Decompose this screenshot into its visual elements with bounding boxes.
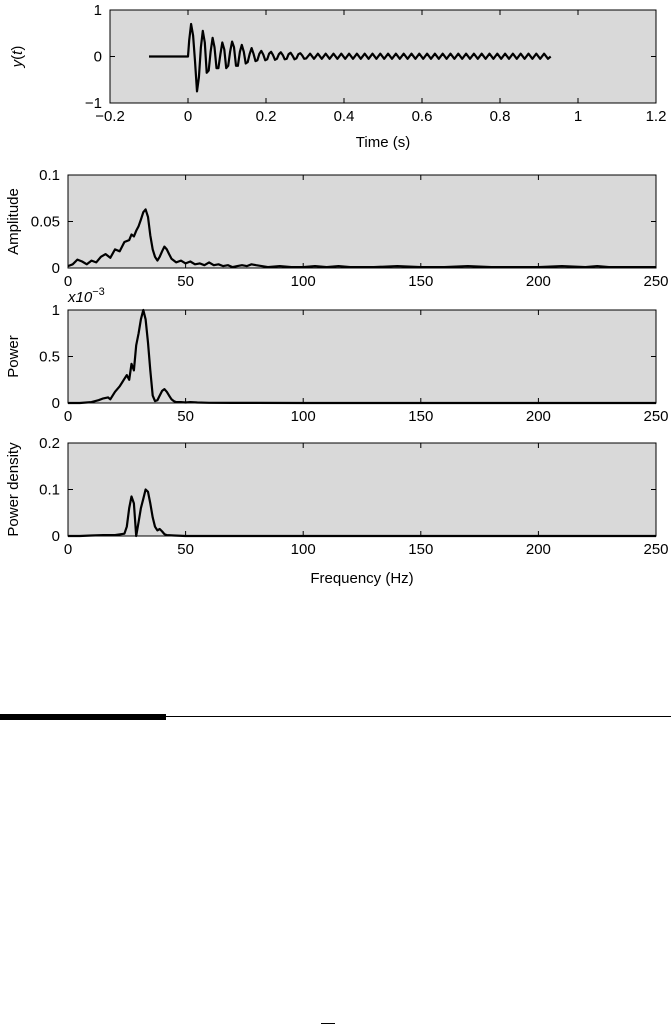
chart-1: −0.2 0 0.2 0.4 0.6 0.8 1 1.2 −1 0 1 Time (s) y(t) bbox=[9, 2, 666, 151]
x-tick-label: 200 bbox=[526, 273, 551, 290]
y-scale-factor: x10−3 bbox=[67, 286, 105, 306]
x-tick-label: 250 bbox=[643, 541, 668, 558]
plot-area bbox=[67, 442, 657, 537]
y-axis-label: Power bbox=[5, 335, 22, 378]
x-tick-label: 0 bbox=[184, 108, 192, 125]
x-tick-label: 100 bbox=[291, 273, 316, 290]
x-tick-label: 0 bbox=[64, 541, 72, 558]
y-tick-label: 0.5 bbox=[39, 349, 60, 366]
x-tick-label: 150 bbox=[408, 408, 433, 425]
y-tick-label: −1 bbox=[85, 95, 102, 112]
x-tick-label: 250 bbox=[643, 273, 668, 290]
chart-2: 0 50 100 150 200 250 0 0.05 0.1 Amplitude bbox=[5, 167, 669, 290]
x-axis-label: Time (s) bbox=[356, 134, 410, 151]
x-tick-label: 0.4 bbox=[334, 108, 355, 125]
x-axis-label: Frequency (Hz) bbox=[310, 570, 413, 587]
x-tick-label: 100 bbox=[291, 408, 316, 425]
y-tick-label: 1 bbox=[52, 302, 60, 319]
page-rule-thin bbox=[166, 716, 671, 717]
y-axis-label-part: y bbox=[9, 58, 26, 68]
y-scale-base: x10 bbox=[67, 289, 93, 306]
y-tick-label: 0.1 bbox=[39, 167, 60, 184]
y-tick-label: 0 bbox=[94, 49, 102, 66]
x-tick-label: 0 bbox=[64, 408, 72, 425]
x-tick-label: 200 bbox=[526, 408, 551, 425]
x-tick-label: 0.2 bbox=[256, 108, 277, 125]
chart-3: 0 50 100 150 200 250 0 0.5 1 Power x10−3 bbox=[5, 286, 669, 425]
x-tick-label: 100 bbox=[291, 541, 316, 558]
page-rule-thick bbox=[0, 714, 166, 720]
y-tick-label: 0 bbox=[52, 260, 60, 277]
x-tick-label: 200 bbox=[526, 541, 551, 558]
x-tick-label: 50 bbox=[177, 408, 194, 425]
series-line bbox=[67, 208, 656, 269]
x-tick-label: −0.2 bbox=[95, 108, 125, 125]
y-axis-label-part: ( bbox=[9, 55, 26, 60]
y-scale-exponent: −3 bbox=[92, 286, 105, 298]
series-line bbox=[68, 308, 656, 405]
x-tick-label: 50 bbox=[177, 273, 194, 290]
y-tick-label: 0.05 bbox=[31, 214, 60, 231]
footer-mark bbox=[321, 1023, 335, 1024]
y-tick-label: 0.2 bbox=[39, 435, 60, 452]
y-axis-label: Amplitude bbox=[5, 188, 22, 255]
x-tick-label: 0.6 bbox=[412, 108, 433, 125]
y-tick-label: 0 bbox=[52, 395, 60, 412]
x-tick-label: 150 bbox=[408, 541, 433, 558]
x-tick-label: 250 bbox=[643, 408, 668, 425]
y-axis-label-part: ) bbox=[9, 46, 26, 51]
y-tick-label: 0.1 bbox=[39, 482, 60, 499]
y-axis-label: y(t) bbox=[9, 46, 26, 69]
plot-area bbox=[67, 309, 657, 404]
chart-4: 0 50 100 150 200 250 0 0.1 0.2 Frequency (Hz) Powe… bbox=[5, 435, 669, 587]
plot-area bbox=[67, 174, 657, 269]
y-tick-label: 1 bbox=[94, 2, 102, 19]
x-tick-label: 50 bbox=[177, 541, 194, 558]
x-tick-label: 1.2 bbox=[646, 108, 667, 125]
x-tick-label: 0 bbox=[64, 273, 72, 290]
x-tick-label: 0.8 bbox=[490, 108, 511, 125]
y-tick-label: 0 bbox=[52, 528, 60, 545]
y-axis-label-part: t bbox=[9, 50, 26, 55]
series-line bbox=[149, 22, 552, 93]
x-tick-label: 1 bbox=[574, 108, 582, 125]
y-axis-label: Power density bbox=[5, 442, 22, 537]
series-line bbox=[68, 488, 656, 538]
x-tick-label: 150 bbox=[408, 273, 433, 290]
